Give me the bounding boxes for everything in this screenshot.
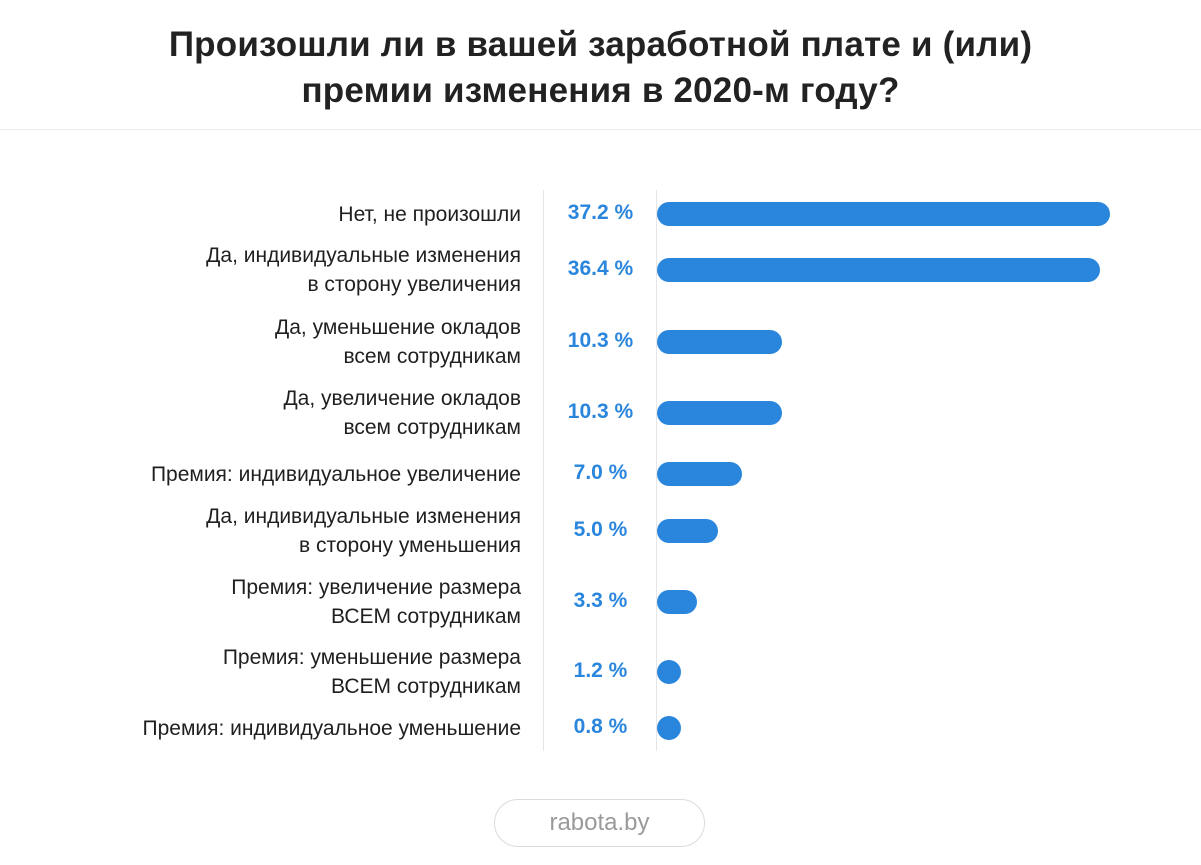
title-divider xyxy=(0,129,1201,130)
bar xyxy=(657,330,782,354)
source-badge: rabota.by xyxy=(494,799,705,847)
data-label: 0.8 % xyxy=(573,715,628,738)
data-label: 10.3 % xyxy=(567,329,634,352)
category-label-line: ВСЕМ сотрудникам xyxy=(331,675,521,698)
bar-baseline xyxy=(656,190,657,751)
data-label: 7.0 % xyxy=(573,461,628,484)
category-label-line: Да, индивидуальные изменения xyxy=(206,505,521,528)
category-label: Премия: увеличение размера ВСЕМ сотрудник… xyxy=(40,573,521,631)
category-label-line: Да, увеличение окладов xyxy=(283,387,521,410)
category-label-line: всем сотрудникам xyxy=(343,416,521,439)
category-label-line: Нет, не произошли xyxy=(338,202,521,226)
category-label-line: в сторону увеличения xyxy=(307,273,521,296)
category-label-line: ВСЕМ сотрудникам xyxy=(331,605,521,628)
category-label: Нет, не произошли xyxy=(40,200,521,229)
bar xyxy=(657,590,697,614)
bar xyxy=(657,258,1100,282)
data-label: 3.3 % xyxy=(573,589,628,612)
chart-title-line-1: Произошли ли в вашей заработной плате и … xyxy=(168,25,1033,64)
category-label: Премия: индивидуальное увеличение xyxy=(40,460,521,489)
bar xyxy=(657,660,681,684)
category-label: Да, уменьшение окладов всем сотрудникам xyxy=(40,313,521,371)
data-label: 1.2 % xyxy=(573,659,628,682)
category-label: Да, увеличение окладов всем сотрудникам xyxy=(40,384,521,442)
category-label-line: Да, уменьшение окладов xyxy=(275,316,521,339)
category-label: Премия: уменьшение размера ВСЕМ сотрудник… xyxy=(40,643,521,701)
bar xyxy=(657,462,742,486)
category-label-line: Да, индивидуальные изменения xyxy=(206,244,521,267)
bar xyxy=(657,519,718,543)
data-label: 10.3 % xyxy=(567,400,634,423)
category-label-line: Премия: индивидуальное увеличение xyxy=(150,462,521,486)
category-label: Да, индивидуальные изменения в сторону ув… xyxy=(40,241,521,299)
chart-title-line-2: премии изменения в 2020-м году? xyxy=(301,71,900,110)
chart-title: Произошли ли в вашей заработной плате и … xyxy=(0,22,1201,114)
category-label: Премия: индивидуальное уменьшение xyxy=(40,714,522,743)
bar xyxy=(657,202,1110,226)
data-label: 36.4 % xyxy=(567,257,634,280)
data-label: 37.2 % xyxy=(567,201,634,224)
data-label: 5.0 % xyxy=(573,518,628,541)
category-label: Да, индивидуальные изменения в сторону ум… xyxy=(40,502,521,560)
category-label-line: в сторону уменьшения xyxy=(299,534,521,557)
category-label-line: всем сотрудникам xyxy=(343,345,521,368)
category-label-line: Премия: увеличение размера xyxy=(231,576,521,599)
bar xyxy=(657,716,681,740)
category-label-line: Премия: уменьшение размера xyxy=(222,646,521,669)
category-label-line: Премия: индивидуальное уменьшение xyxy=(142,716,522,740)
value-column-separator-left xyxy=(543,190,544,751)
bar xyxy=(657,401,782,425)
